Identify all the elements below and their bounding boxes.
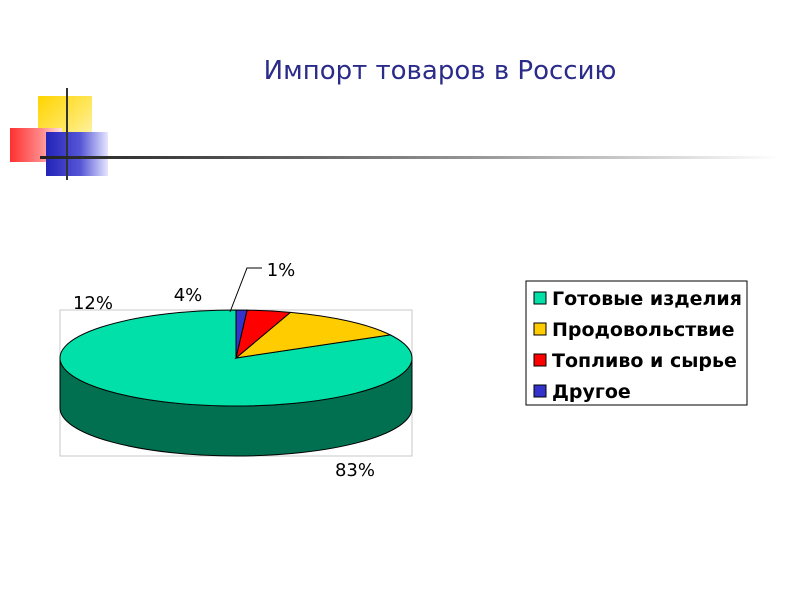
slice-продовольствие (234, 311, 392, 359)
data-label: 83% (335, 460, 375, 481)
legend-box (525, 280, 748, 406)
slide-title: Импорт товаров в Россию (263, 56, 617, 86)
slice-другое (235, 309, 248, 359)
slice-готовые-изделия (59, 309, 413, 407)
data-label: 4% (174, 285, 203, 306)
legend-label: Другое (552, 381, 631, 403)
legend-label: Готовые изделия (552, 288, 742, 310)
legend-swatch (533, 353, 547, 367)
decor-vertical-line (66, 88, 68, 180)
legend-swatch (533, 322, 547, 336)
legend-label: Топливо и сырье (552, 350, 737, 372)
decor-horizontal-line (40, 156, 780, 159)
decor-blue-square (46, 132, 108, 176)
leader-line (229, 267, 262, 313)
legend-swatch (533, 291, 547, 305)
legend-label: Продовольствие (552, 319, 734, 341)
data-label: 12% (73, 293, 113, 314)
data-label: 1% (267, 260, 296, 281)
legend-swatch (533, 384, 547, 398)
